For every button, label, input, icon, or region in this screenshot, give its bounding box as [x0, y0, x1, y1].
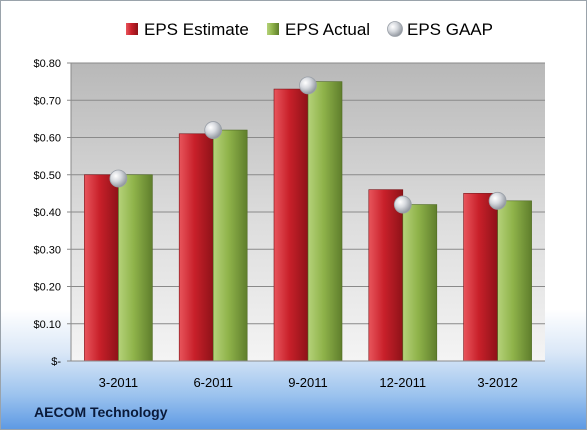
bar-eps-estimate	[368, 189, 404, 362]
x-tick-label: 6-2011	[193, 375, 233, 390]
legend-swatch-eps-actual	[267, 23, 279, 35]
x-tick-label: 9-2011	[288, 375, 328, 390]
legend-label-eps-gaap: EPS GAAP	[407, 20, 493, 39]
legend-label-eps-estimate: EPS Estimate	[144, 20, 249, 39]
bar-eps-actual	[497, 200, 532, 362]
bars	[84, 81, 532, 362]
y-tick-label: $0.40	[33, 207, 61, 219]
legend: EPS Estimate EPS Actual EPS GAAP	[126, 20, 493, 39]
bar-eps-actual	[212, 129, 248, 362]
bar-eps-actual	[307, 81, 343, 362]
y-axis: $- $0.10 $0.20 $0.30 $0.40 $0.50 $0.60 $0.70 $0.…	[33, 58, 72, 368]
marker-eps-gaap	[488, 191, 507, 210]
y-tick-label: $0.20	[33, 282, 61, 294]
gaap-markers	[109, 76, 507, 214]
y-tick-label: $0.70	[33, 95, 61, 107]
legend-swatch-eps-gaap	[387, 21, 403, 37]
marker-eps-gaap	[109, 169, 128, 188]
bar-eps-actual	[402, 204, 438, 362]
y-tick-label: $0.10	[33, 319, 61, 331]
legend-label-eps-actual: EPS Actual	[285, 20, 370, 39]
x-axis: 3-2011 6-2011 9-2011 12-2011 3-2012	[71, 360, 545, 390]
x-tick-label: 3-2011	[99, 375, 139, 390]
x-tick-label: 12-2011	[379, 375, 426, 390]
bar-eps-estimate	[84, 174, 119, 362]
legend-swatch-eps-estimate	[126, 23, 138, 35]
y-tick-label: $-	[51, 356, 61, 368]
bar-eps-estimate	[273, 88, 309, 362]
marker-eps-gaap	[299, 76, 317, 95]
y-tick-label: $0.50	[33, 170, 61, 182]
marker-eps-gaap	[204, 121, 223, 139]
bar-eps-estimate	[178, 133, 214, 362]
y-tick-label: $0.30	[33, 244, 61, 256]
y-tick-label: $0.80	[33, 58, 61, 70]
x-tick-label: 3-2012	[477, 375, 517, 390]
bar-eps-actual	[118, 174, 153, 362]
y-tick-label: $0.60	[33, 133, 61, 145]
bar-eps-estimate	[463, 193, 498, 362]
company-label: AECOM Technology	[34, 404, 168, 420]
marker-eps-gaap	[393, 195, 412, 214]
